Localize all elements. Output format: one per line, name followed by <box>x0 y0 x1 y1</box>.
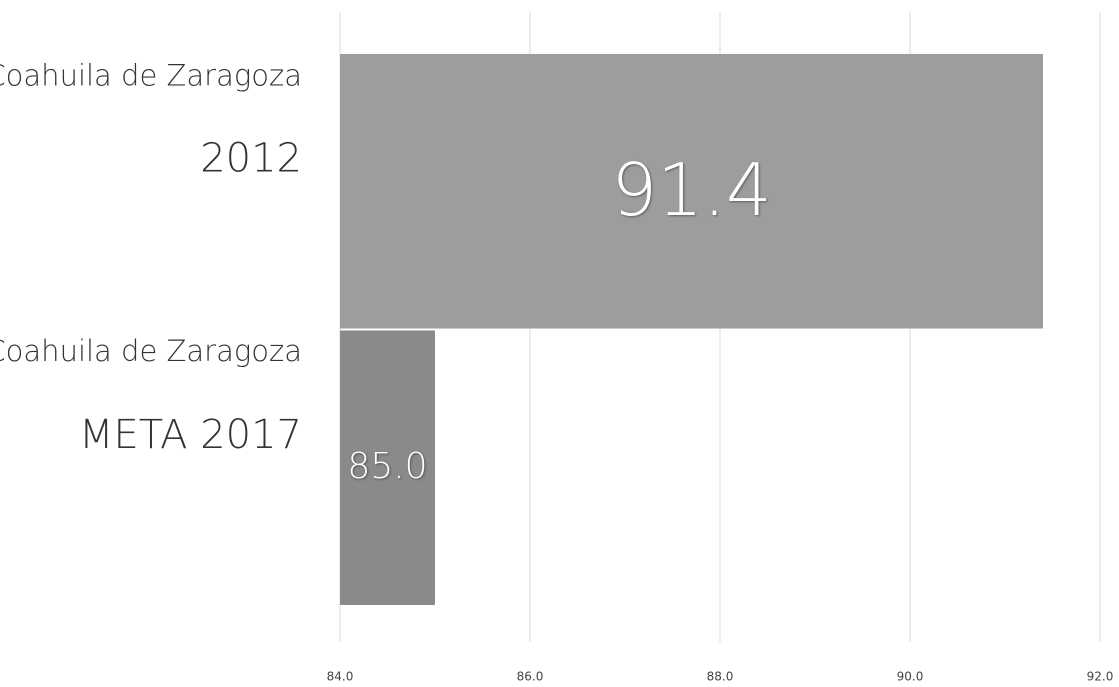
y-tick-label: Coahuila de Zaragoza <box>0 58 302 92</box>
x-tick-label: 84.0 <box>327 670 354 684</box>
x-tick-label: 92.0 <box>1087 670 1114 684</box>
data-label: 85.0 <box>347 446 427 487</box>
y-tick-label: 2012 <box>200 135 302 181</box>
x-tick-label: 88.0 <box>707 670 734 684</box>
bar <box>340 330 435 605</box>
bar <box>340 54 1043 329</box>
x-tick-label: 86.0 <box>517 670 544 684</box>
data-label: 91.4 <box>611 148 771 232</box>
y-tick-label: META 2017 <box>79 412 302 458</box>
x-tick-label: 90.0 <box>897 670 924 684</box>
y-tick-label: Coahuila de Zaragoza <box>0 334 302 368</box>
